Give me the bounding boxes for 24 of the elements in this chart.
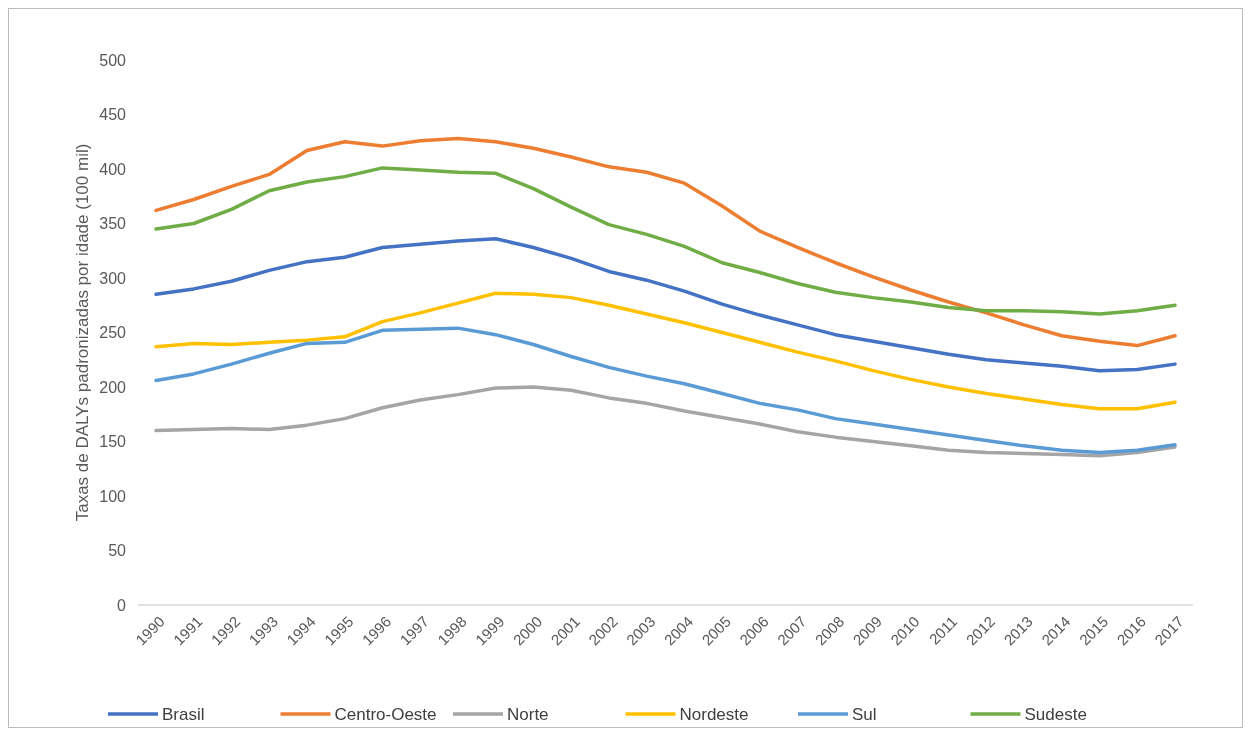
legend-label: Brasil bbox=[162, 704, 205, 724]
line-series bbox=[154, 136, 1177, 348]
y-tick-label: 100 bbox=[99, 487, 127, 505]
y-tick-label: 300 bbox=[99, 269, 127, 287]
y-tick-label: 500 bbox=[99, 51, 127, 69]
line-series bbox=[154, 237, 1177, 373]
y-tick-label: 200 bbox=[99, 378, 127, 396]
y-tick-label: 150 bbox=[99, 433, 127, 451]
y-tick-label: 450 bbox=[99, 106, 127, 124]
y-tick-label: 250 bbox=[99, 324, 127, 342]
line-series bbox=[154, 291, 1177, 411]
y-tick-label: 0 bbox=[117, 596, 127, 614]
line-series bbox=[154, 166, 1177, 316]
line-series bbox=[154, 326, 1177, 455]
legend-label: Norte bbox=[507, 704, 549, 724]
y-tick-label: 400 bbox=[99, 160, 127, 178]
y-tick-label: 350 bbox=[99, 215, 127, 233]
y-tick-label: 50 bbox=[108, 542, 127, 560]
legend-label: Centro-Oeste bbox=[334, 704, 437, 724]
line-series bbox=[154, 385, 1177, 458]
legend-label: Sudeste bbox=[1024, 704, 1087, 724]
y-axis-title: Taxas de DALYs padronizadas por idade (100 mil) bbox=[73, 143, 92, 522]
legend-label: Sul bbox=[852, 704, 877, 724]
legend-label: Nordeste bbox=[679, 704, 749, 724]
